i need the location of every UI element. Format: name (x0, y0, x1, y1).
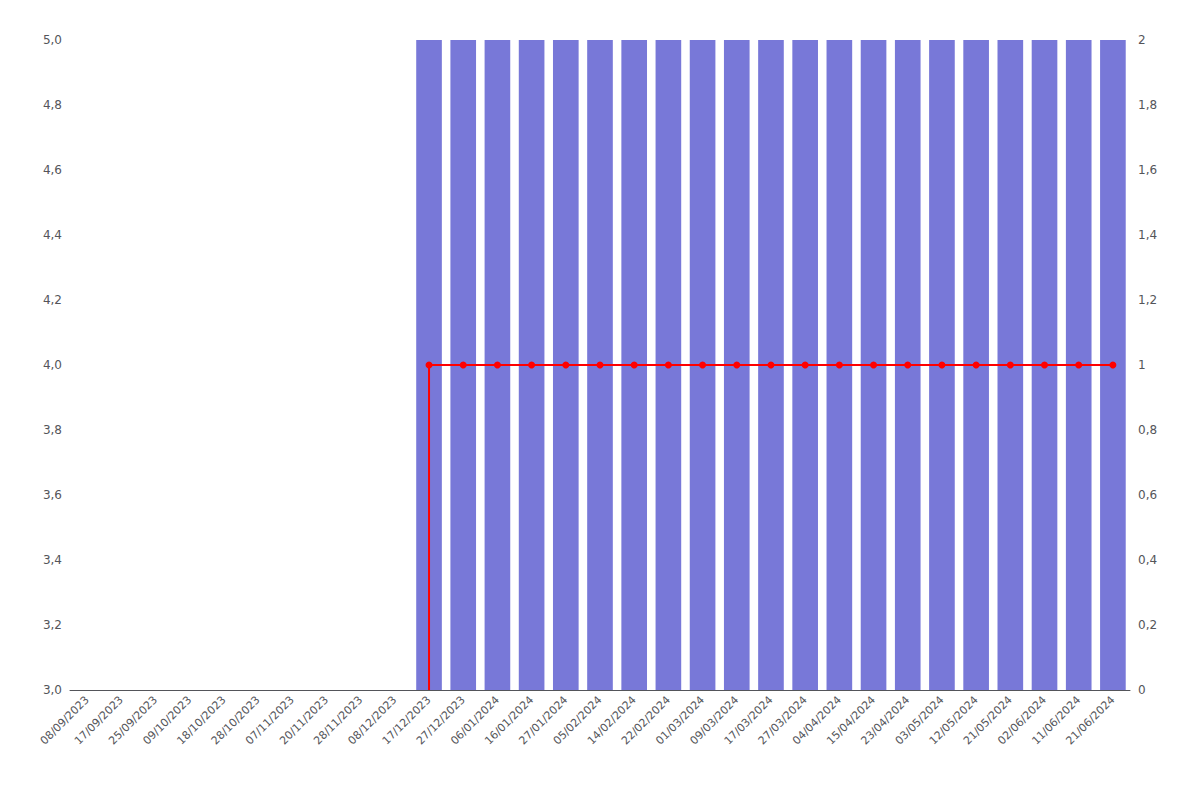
svg-text:21/06/2024: 21/06/2024 (1064, 693, 1118, 747)
svg-text:5,0: 5,0 (43, 33, 62, 47)
svg-text:4,6: 4,6 (43, 163, 62, 177)
svg-text:18/10/2023: 18/10/2023 (174, 693, 229, 748)
svg-text:22/02/2024: 22/02/2024 (619, 693, 673, 748)
svg-text:07/11/2023: 07/11/2023 (242, 693, 297, 748)
svg-text:23/04/2024: 23/04/2024 (858, 693, 913, 748)
svg-text:09/03/2024: 09/03/2024 (687, 693, 742, 748)
svg-text:0,2: 0,2 (1138, 618, 1157, 632)
svg-text:3,0: 3,0 (43, 683, 62, 697)
svg-text:3,8: 3,8 (43, 423, 62, 437)
svg-text:16/01/2024: 16/01/2024 (482, 693, 537, 748)
svg-text:0,6: 0,6 (1138, 488, 1157, 502)
svg-text:25/09/2023: 25/09/2023 (106, 693, 161, 748)
svg-text:27/03/2024: 27/03/2024 (755, 693, 810, 748)
svg-text:3,2: 3,2 (43, 618, 62, 632)
svg-text:1,8: 1,8 (1138, 98, 1157, 112)
svg-text:03/05/2024: 03/05/2024 (892, 693, 947, 748)
svg-text:4,2: 4,2 (43, 293, 62, 307)
svg-text:05/02/2024: 05/02/2024 (550, 693, 605, 748)
svg-text:3,6: 3,6 (43, 488, 62, 502)
svg-text:4,0: 4,0 (43, 358, 62, 372)
svg-text:11/06/2024: 11/06/2024 (1029, 693, 1084, 748)
svg-text:15/04/2024: 15/04/2024 (824, 693, 879, 748)
svg-text:28/11/2023: 28/11/2023 (311, 693, 366, 748)
svg-text:1,2: 1,2 (1138, 293, 1157, 307)
svg-text:17/12/2023: 17/12/2023 (379, 693, 434, 748)
svg-text:0: 0 (1138, 683, 1146, 697)
svg-text:06/01/2024: 06/01/2024 (448, 693, 502, 748)
svg-text:1: 1 (1138, 358, 1146, 372)
svg-text:08/12/2023: 08/12/2023 (345, 693, 400, 748)
svg-text:08/09/2023: 08/09/2023 (37, 693, 92, 748)
svg-text:17/09/2023: 17/09/2023 (71, 693, 126, 748)
svg-text:20/11/2023: 20/11/2023 (277, 693, 331, 748)
svg-text:1,6: 1,6 (1138, 163, 1157, 177)
svg-text:1,4: 1,4 (1138, 228, 1157, 242)
svg-text:17/03/2024: 17/03/2024 (721, 693, 776, 748)
svg-text:27/01/2024: 27/01/2024 (516, 693, 571, 748)
svg-text:4,4: 4,4 (43, 228, 62, 242)
svg-text:14/02/2024: 14/02/2024 (584, 693, 639, 748)
svg-text:09/10/2023: 09/10/2023 (140, 693, 195, 748)
svg-text:02/06/2024: 02/06/2024 (995, 693, 1050, 748)
svg-text:0,4: 0,4 (1138, 553, 1157, 567)
svg-text:12/05/2024: 12/05/2024 (926, 693, 981, 748)
svg-text:01/03/2024: 01/03/2024 (653, 693, 708, 748)
svg-text:4,8: 4,8 (43, 98, 62, 112)
svg-text:2: 2 (1138, 33, 1146, 47)
svg-text:27/12/2023: 27/12/2023 (413, 693, 468, 748)
svg-text:21/05/2024: 21/05/2024 (961, 693, 1015, 748)
svg-text:28/10/2023: 28/10/2023 (208, 693, 263, 748)
svg-text:0,8: 0,8 (1138, 423, 1157, 437)
svg-text:3,4: 3,4 (43, 553, 62, 567)
svg-text:04/04/2024: 04/04/2024 (790, 693, 844, 748)
